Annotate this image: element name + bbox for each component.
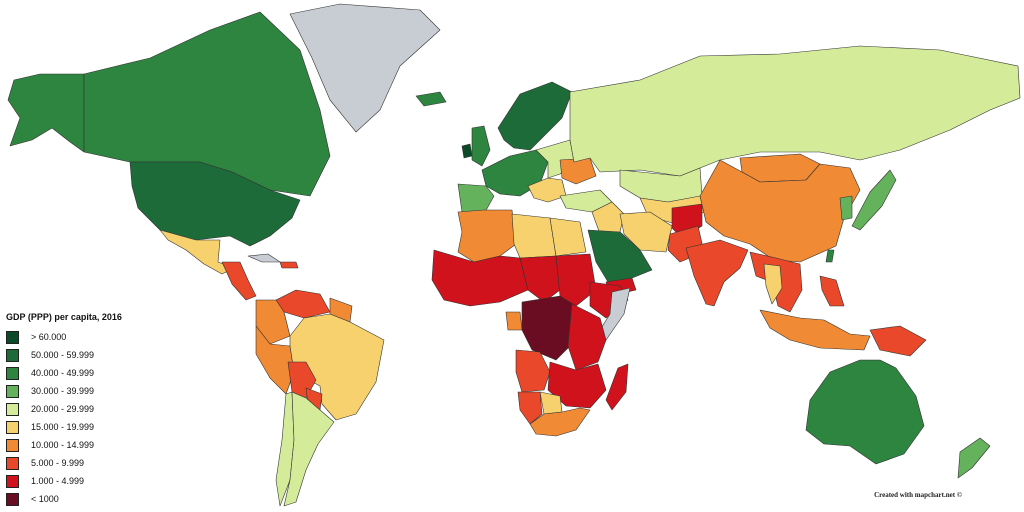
region-iran[interactable] xyxy=(619,211,673,253)
legend-swatch xyxy=(6,456,19,470)
credit-text: Created with mapchart.net © xyxy=(874,491,962,499)
legend-swatch xyxy=(6,402,19,416)
legend-swatch xyxy=(6,492,19,506)
legend-label: 30.000 - 39.999 xyxy=(31,386,95,396)
legend-swatch xyxy=(6,420,19,434)
region-maghreb[interactable] xyxy=(457,209,517,263)
legend-item: 20.000 - 29.999 xyxy=(6,400,186,418)
legend-label: 15.000 - 19.999 xyxy=(31,422,95,432)
region-iceland[interactable] xyxy=(415,91,447,107)
region-united-states[interactable] xyxy=(129,161,301,247)
legend-label: 20.000 - 29.999 xyxy=(31,404,95,414)
region-south-africa[interactable] xyxy=(529,407,591,437)
region-new-zealand[interactable] xyxy=(957,437,991,479)
region-west-africa[interactable] xyxy=(431,249,529,307)
legend-label: 50.000 - 59.999 xyxy=(31,350,95,360)
region-japan[interactable] xyxy=(851,169,897,231)
legend-swatch xyxy=(6,474,19,488)
region-thailand[interactable] xyxy=(763,263,783,305)
region-greenland[interactable] xyxy=(289,3,441,133)
region-russia[interactable] xyxy=(569,45,1021,177)
legend-title: GDP (PPP) per capita, 2016 xyxy=(6,312,122,322)
region-namibia[interactable] xyxy=(517,391,543,425)
region-libya[interactable] xyxy=(511,213,557,259)
region-peru[interactable] xyxy=(255,325,295,395)
region-sudan[interactable] xyxy=(555,253,597,307)
legend-swatch xyxy=(6,366,19,380)
legend-label: 10.000 - 14.999 xyxy=(31,440,95,450)
legend-swatch xyxy=(6,438,19,452)
legend-label: < 1000 xyxy=(31,494,59,504)
legend-item: 30.000 - 39.999 xyxy=(6,382,186,400)
region-east-africa[interactable] xyxy=(567,303,607,371)
region-central-africa[interactable] xyxy=(521,295,577,361)
region-ukraine[interactable] xyxy=(559,157,597,185)
region-taiwan[interactable] xyxy=(825,249,835,263)
legend-item: 5.000 - 9.999 xyxy=(6,454,186,472)
region-philippines[interactable] xyxy=(819,275,845,307)
region-angola[interactable] xyxy=(515,349,551,393)
region-ireland[interactable] xyxy=(461,143,473,159)
region-central-america[interactable] xyxy=(221,261,257,301)
region-alaska[interactable] xyxy=(7,73,85,153)
legend-swatch xyxy=(6,330,19,344)
region-hispaniola[interactable] xyxy=(279,261,299,269)
legend-item: 40.000 - 49.999 xyxy=(6,364,186,382)
region-cuba[interactable] xyxy=(247,253,281,263)
region-egypt[interactable] xyxy=(549,217,587,257)
legend-item: 1.000 - 4.999 xyxy=(6,472,186,490)
region-papua-new-guinea[interactable] xyxy=(869,325,927,357)
legend-label: > 60.000 xyxy=(31,332,67,342)
region-uk[interactable] xyxy=(471,125,491,167)
region-scandinavia[interactable] xyxy=(497,81,573,151)
region-argentina[interactable] xyxy=(283,391,335,507)
legend-label: 1.000 - 4.999 xyxy=(31,476,85,486)
legend-item: 10.000 - 14.999 xyxy=(6,436,186,454)
region-sahel[interactable] xyxy=(519,255,561,303)
legend-label: 40.000 - 49.999 xyxy=(31,368,95,378)
region-india[interactable] xyxy=(685,239,749,307)
region-australia[interactable] xyxy=(805,359,925,465)
legend-item: > 60.000 xyxy=(6,328,186,346)
legend-swatch xyxy=(6,348,19,362)
region-korea[interactable] xyxy=(839,195,853,221)
region-arabia[interactable] xyxy=(587,229,653,283)
legend-item: < 1000 xyxy=(6,490,186,508)
legend-item: 15.000 - 19.999 xyxy=(6,418,186,436)
region-southern-africa[interactable] xyxy=(547,361,607,409)
legend-label: 5.000 - 9.999 xyxy=(31,458,85,468)
region-madagascar[interactable] xyxy=(605,363,629,411)
region-indonesia[interactable] xyxy=(759,309,871,351)
legend-item: 50.000 - 59.999 xyxy=(6,346,186,364)
region-iberia[interactable] xyxy=(457,183,495,215)
legend-swatch xyxy=(6,384,19,398)
legend: GDP (PPP) per capita, 2016 > 60.000 50.0… xyxy=(6,312,186,508)
region-gabon[interactable] xyxy=(505,311,523,331)
